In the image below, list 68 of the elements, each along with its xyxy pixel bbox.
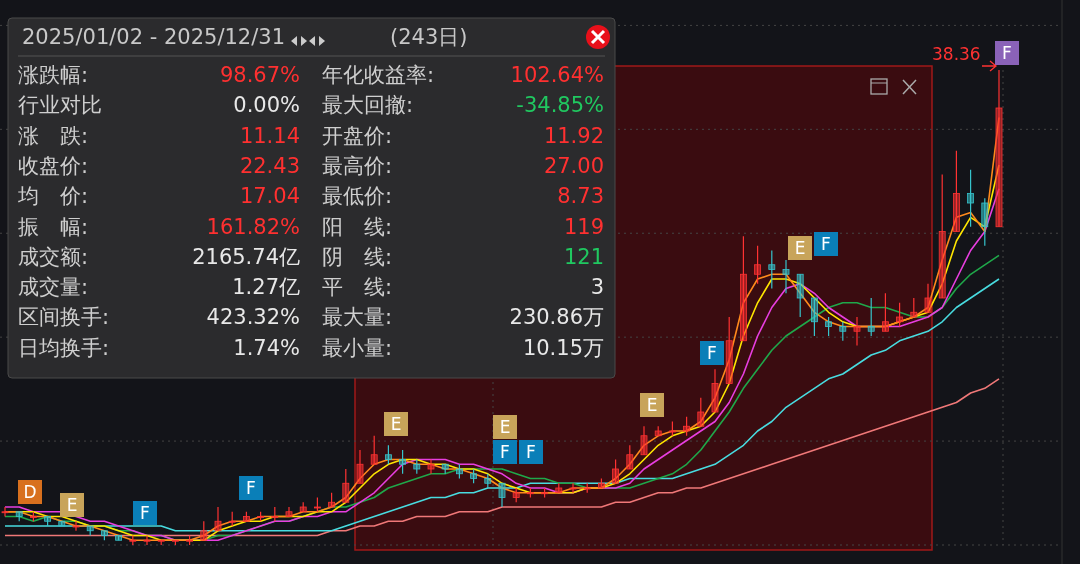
annotation: E — [646, 395, 658, 415]
annotation: 17.04 — [239, 184, 300, 209]
text: 2025/01/02 - 2025/12/31 — [22, 25, 286, 49]
flag: F — [493, 440, 517, 464]
annotation: 成交额: — [18, 244, 89, 269]
annotation: -34.85% — [516, 93, 604, 118]
annotation: D — [23, 482, 37, 502]
flag: F — [995, 41, 1019, 65]
annotation: 收盘价: — [18, 153, 89, 178]
annotation: E — [794, 238, 806, 258]
text: (243日) — [390, 25, 468, 49]
flag: F — [133, 501, 157, 525]
annotation: 22.43 — [239, 153, 300, 178]
text: 38.36 — [932, 44, 981, 64]
annotation: F — [707, 343, 717, 363]
flag: E — [384, 412, 408, 436]
annotation: 日均换手: — [18, 335, 110, 360]
annotation: 98.67% — [219, 63, 300, 87]
annotation: 230.86万 — [509, 305, 604, 330]
annotation: 开盘价: — [322, 123, 393, 148]
annotation: 最大回撤: — [322, 93, 414, 118]
annotation: 10.15万 — [522, 335, 604, 360]
annotation: F — [500, 442, 510, 462]
annotation: 119 — [563, 214, 604, 239]
annotation: 区间换手: — [18, 305, 110, 330]
annotation: 121 — [563, 244, 604, 269]
annotation: 1.74% — [233, 335, 300, 360]
annotation: 均 价: — [17, 184, 89, 209]
annotation: E — [390, 414, 402, 434]
annotation: F — [246, 478, 256, 498]
annotation: E — [66, 495, 78, 515]
annotation: 102.64% — [510, 63, 604, 87]
annotation: 涨 跌: — [18, 123, 89, 148]
annotation: 8.73 — [557, 184, 604, 209]
annotation: E — [499, 417, 511, 437]
annotation: 成交量: — [18, 275, 89, 300]
annotation: 423.32% — [206, 305, 300, 330]
annotation: F — [526, 442, 536, 462]
annotation: 阳 线: — [322, 214, 393, 239]
annotation: 最小量: — [322, 335, 393, 360]
annotation: 27.00 — [543, 153, 604, 178]
annotation: 最高价: — [322, 153, 393, 178]
flag: F — [519, 440, 543, 464]
annotation: 最低价: — [322, 184, 393, 209]
annotation: 11.14 — [239, 123, 300, 148]
annotation: 0.00% — [233, 93, 300, 118]
annotation: 3 — [590, 275, 604, 300]
flag: D — [18, 480, 42, 504]
annotation: 行业对比 — [18, 93, 102, 118]
annotation: 11.92 — [543, 123, 604, 148]
annotation: 年化收益率: — [322, 63, 435, 87]
annotation: 平 线: — [322, 275, 393, 300]
flag: F — [700, 341, 724, 365]
annotation: 涨跌幅: — [18, 63, 89, 87]
annotation: 最大量: — [322, 305, 393, 330]
annotation: 振 幅: — [18, 214, 89, 239]
annotation: 阴 线: — [322, 244, 393, 269]
annotation: F — [821, 234, 831, 254]
flag: F — [814, 232, 838, 256]
annotation: 2165.74亿 — [192, 244, 300, 269]
flag: E — [493, 415, 517, 439]
annotation: F — [140, 503, 150, 523]
annotation: 161.82% — [206, 214, 300, 239]
flag: E — [788, 236, 812, 260]
annotation: 1.27亿 — [232, 275, 300, 300]
flag: F — [239, 476, 263, 500]
flag: E — [60, 493, 84, 517]
flag: E — [640, 393, 664, 417]
